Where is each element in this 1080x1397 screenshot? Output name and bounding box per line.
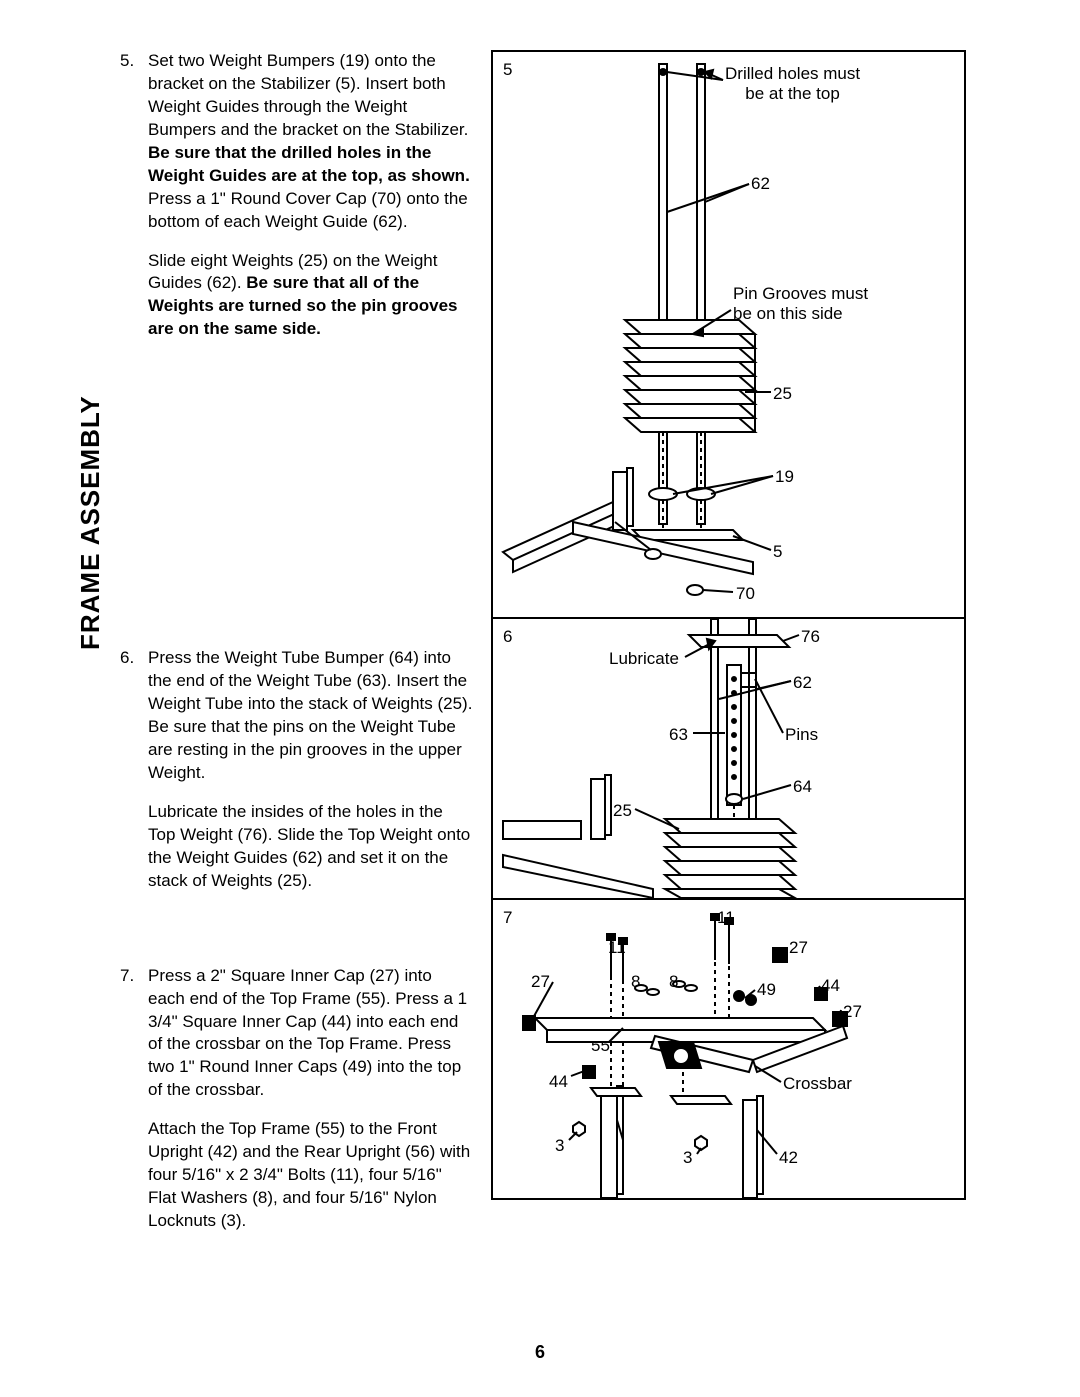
step-number: 7. (120, 965, 148, 1249)
text-bold: Be sure that the drilled holes in the We… (148, 143, 470, 185)
step6-p2: Lubricate the insides of the holes in th… (148, 801, 473, 893)
figure-column: 5 Drilled holes must be at the top 62 Pi… (491, 50, 966, 1249)
section-title: FRAME ASSEMBLY (75, 395, 106, 650)
text: Press a 1" Round Cover Cap (70) onto the… (148, 189, 468, 231)
text-column: 5. Set two Weight Bumpers (19) onto the … (65, 50, 473, 1249)
manual-page: FRAME ASSEMBLY 5. Set two Weight Bumpers… (0, 0, 1080, 1397)
figure-5: 5 Drilled holes must be at the top 62 Pi… (491, 50, 966, 619)
step-body: Set two Weight Bumpers (19) onto the bra… (148, 50, 473, 357)
step-body: Press the Weight Tube Bumper (64) into t… (148, 647, 473, 908)
step5-p2: Slide eight Weights (25) on the Weight G… (148, 250, 473, 342)
step5-p1: Set two Weight Bumpers (19) onto the bra… (148, 50, 473, 234)
text: Set two Weight Bumpers (19) onto the bra… (148, 51, 468, 139)
step7-p1: Press a 2" Square Inner Cap (27) into ea… (148, 965, 473, 1103)
figure-6: 6 76 Lubricate 62 63 Pins 64 25 (491, 619, 966, 900)
step-6: 6. Press the Weight Tube Bumper (64) int… (120, 647, 473, 908)
figure-7: 7 11 11 27 27 27 8 8 49 44 44 55 56 3 3 … (491, 900, 966, 1200)
step-5: 5. Set two Weight Bumpers (19) onto the … (120, 50, 473, 357)
figure-7-svg (493, 900, 964, 1198)
step-number: 6. (120, 647, 148, 908)
content: 5. Set two Weight Bumpers (19) onto the … (65, 50, 1015, 1249)
step-body: Press a 2" Square Inner Cap (27) into ea… (148, 965, 473, 1249)
page-number: 6 (0, 1342, 1080, 1363)
step-number: 5. (120, 50, 148, 357)
step-7: 7. Press a 2" Square Inner Cap (27) into… (120, 965, 473, 1249)
step7-p2: Attach the Top Frame (55) to the Front U… (148, 1118, 473, 1233)
figure-5-svg (493, 52, 964, 619)
figure-6-svg (493, 619, 964, 898)
step6-p1: Press the Weight Tube Bumper (64) into t… (148, 647, 473, 785)
